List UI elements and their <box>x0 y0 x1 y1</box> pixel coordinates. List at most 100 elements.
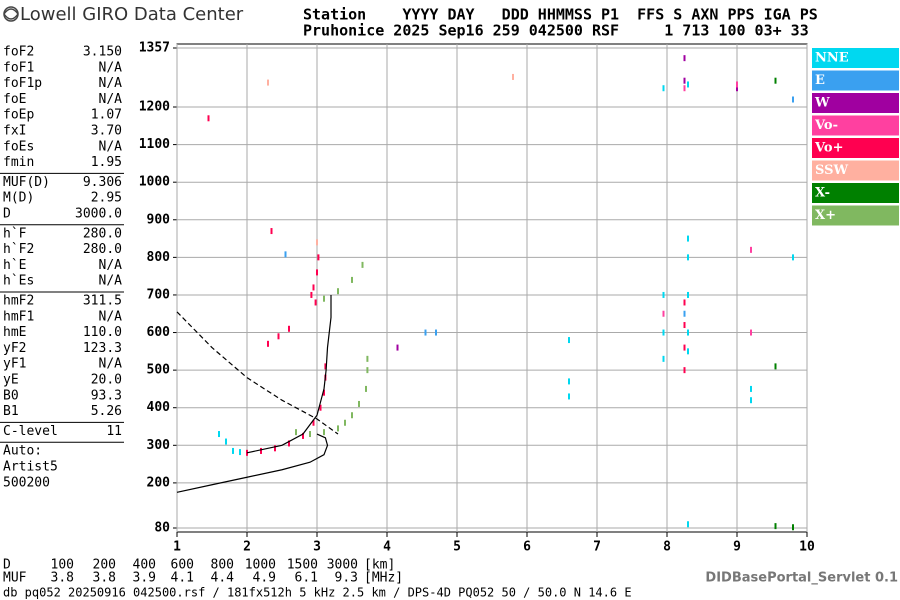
logo <box>3 6 19 22</box>
echo <box>687 291 689 298</box>
echo <box>314 299 317 306</box>
param-value: 3000.0 <box>75 207 122 222</box>
param-value: 311.5 <box>83 294 122 309</box>
echo <box>568 378 570 385</box>
distance: 1000 <box>245 558 276 573</box>
header-line: Station YYYY DAY DDD HHMMSS P1 FFS S AXN… <box>303 6 818 24</box>
muf-label: MUF <box>3 571 27 586</box>
param-value: 11 <box>106 424 122 439</box>
footer: DIDBasePortal_Servlet 0.1 <box>705 571 898 586</box>
y-tick-label: 1357 <box>139 41 170 56</box>
y-tick-label: 200 <box>147 475 171 490</box>
echo <box>750 246 752 253</box>
y-tick-label: 500 <box>147 363 171 378</box>
param-label: yF2 <box>3 341 26 356</box>
echo <box>435 329 437 336</box>
y-tick-label: 1000 <box>139 175 170 190</box>
legend-label: X- <box>815 186 830 201</box>
echo <box>218 431 220 438</box>
echo <box>687 254 689 261</box>
brand: Lowell GIRO Data Center <box>20 4 244 25</box>
distance: 200 <box>93 558 116 573</box>
legend-swatch <box>812 115 899 136</box>
x-tick-label: 3 <box>313 540 321 555</box>
header-line: Pruhonice 2025 Sep16 259 042500 RSF 1 71… <box>303 22 809 40</box>
param-value: N/A <box>99 274 123 289</box>
param-value: 3.70 <box>91 124 122 139</box>
muf-value: 9.3 <box>335 571 358 586</box>
echo <box>302 432 304 439</box>
echo <box>662 85 665 92</box>
param-value: 3.150 <box>83 45 122 60</box>
footer: db pq052 20250916 042500.rsf / 181fx512h… <box>3 586 632 600</box>
y-tick-label: 400 <box>147 400 171 415</box>
legend-swatch <box>812 205 899 226</box>
x-tick-label: 7 <box>593 540 601 555</box>
echo <box>270 228 273 235</box>
legend-swatch <box>812 138 899 158</box>
param-value: N/A <box>99 60 123 75</box>
echo <box>288 325 290 332</box>
x-tick-label: 1 <box>173 540 181 555</box>
echo <box>274 445 276 452</box>
y-tick-label: 600 <box>147 325 171 340</box>
echo <box>319 404 322 411</box>
muf-value: 3.8 <box>51 571 74 586</box>
x-tick-label: 4 <box>383 540 391 555</box>
echo <box>396 344 399 351</box>
param-label: h`F <box>3 226 27 241</box>
echo <box>267 340 269 347</box>
echo <box>239 449 241 456</box>
echo <box>366 367 369 374</box>
legend-swatch <box>812 93 899 113</box>
legend-swatch <box>812 183 899 203</box>
param-value: 20.0 <box>91 373 122 388</box>
muf-value: 4.9 <box>253 571 276 586</box>
x-tick-label: 2 <box>243 540 251 555</box>
echo <box>512 73 514 80</box>
legend-swatch <box>812 160 899 181</box>
muf-label: D <box>3 558 11 573</box>
y-tick-label: 1100 <box>139 137 170 152</box>
distance: 600 <box>171 558 194 573</box>
echo <box>312 284 315 291</box>
x-tick-label: 10 <box>799 540 815 555</box>
profile-curve <box>176 433 329 493</box>
echo <box>324 363 327 370</box>
param-label: foEs <box>3 139 34 154</box>
muf-value: 4.1 <box>171 571 194 586</box>
echo <box>424 329 427 336</box>
x-tick-label: 9 <box>733 540 741 555</box>
param-value: 110.0 <box>83 325 122 340</box>
profile-curve <box>176 311 339 435</box>
param-label: C-level <box>3 424 58 439</box>
param-value: N/A <box>99 309 123 324</box>
y-tick-label: 900 <box>147 212 171 227</box>
legend-label: Vo- <box>814 118 838 133</box>
param-value: N/A <box>99 357 123 372</box>
param-label: hmF1 <box>3 309 34 324</box>
echo <box>337 425 339 432</box>
muf-value: 3.8 <box>93 571 116 586</box>
echo <box>662 355 665 362</box>
legend-swatch <box>812 48 899 68</box>
param-label: hmF2 <box>3 294 34 309</box>
echo <box>683 310 686 317</box>
echo <box>316 269 318 276</box>
param-value: 5.26 <box>91 404 122 419</box>
param-value: N/A <box>99 258 123 273</box>
muf-value: 3.9 <box>133 571 156 586</box>
echo <box>750 385 752 392</box>
echo <box>750 397 752 404</box>
param-value: 2.95 <box>91 191 122 206</box>
param-value: 280.0 <box>83 242 122 257</box>
echo <box>792 254 794 261</box>
distance: 3000 <box>327 558 358 573</box>
echo <box>288 440 290 447</box>
plot-frame <box>176 43 808 533</box>
echo <box>736 81 738 88</box>
param-value: 123.3 <box>83 341 122 356</box>
echo <box>232 447 234 454</box>
echo <box>736 85 738 92</box>
